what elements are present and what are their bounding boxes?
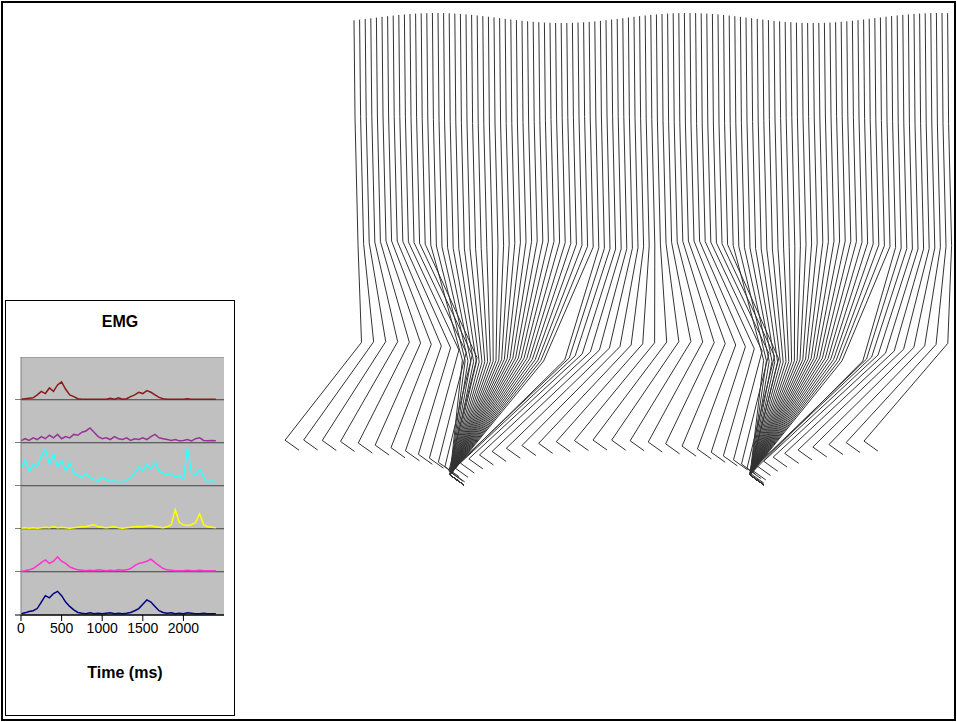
html-text:Time (ms): Time (ms) — [87, 664, 163, 681]
svg-text:1500: 1500 — [127, 620, 158, 636]
html-text:EMG: EMG — [101, 313, 139, 330]
svg-text:1000: 1000 — [87, 620, 118, 636]
svg-text:500: 500 — [50, 620, 74, 636]
svg-text:0: 0 — [17, 620, 25, 636]
svg-text:2000: 2000 — [168, 620, 199, 636]
